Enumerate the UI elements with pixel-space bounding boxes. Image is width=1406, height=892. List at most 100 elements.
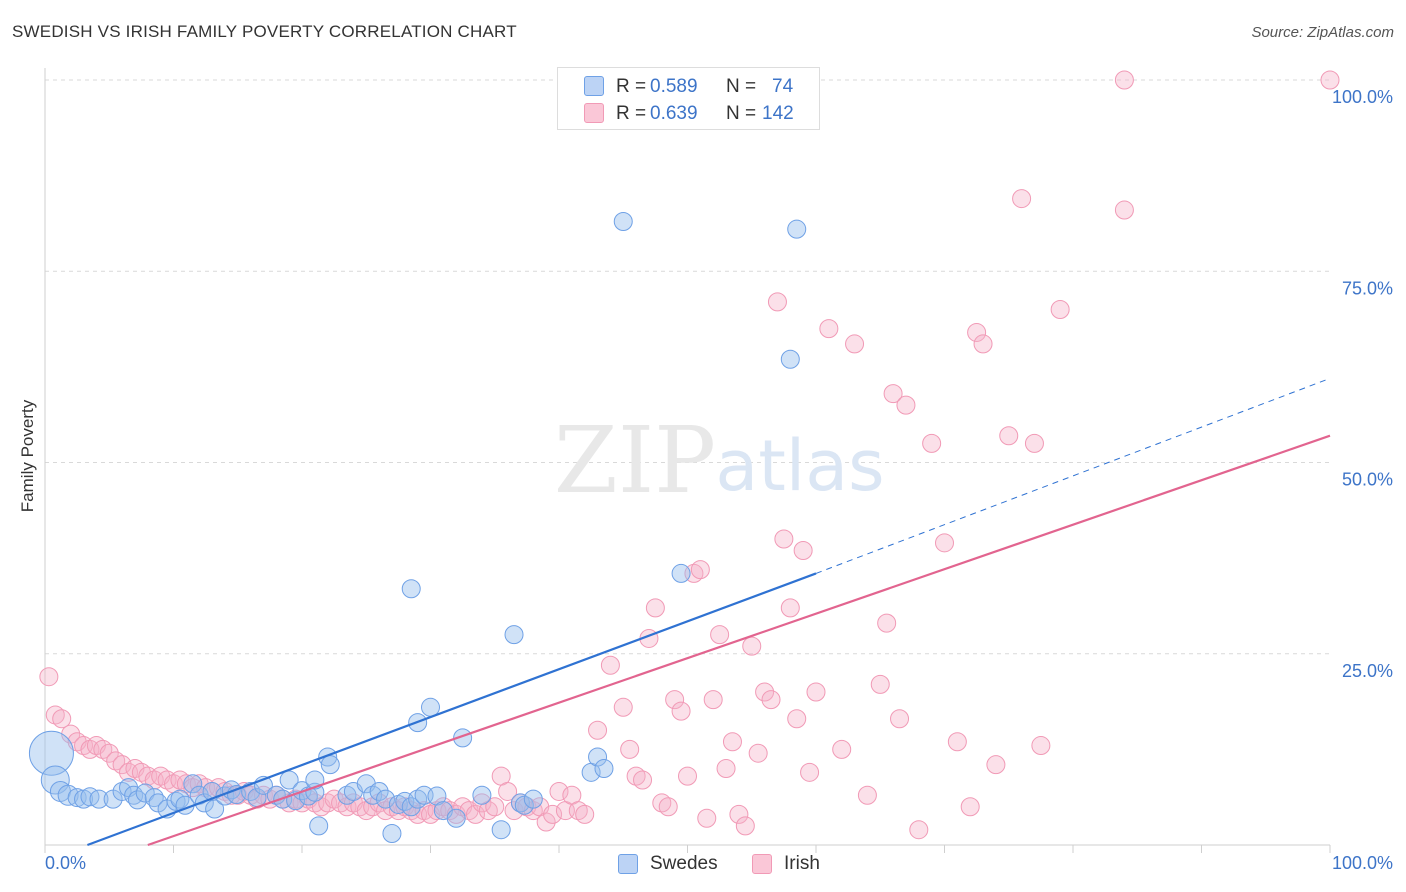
data-point <box>735 816 755 836</box>
x-tick-label-max: 100.0% <box>1332 853 1393 873</box>
data-point <box>890 709 910 729</box>
watermark: ZIP atlas <box>554 407 885 514</box>
series-legend: Swedes Irish <box>0 852 1406 878</box>
data-point <box>780 349 800 369</box>
tick-labels: 25.0% 50.0% 75.0% 100.0% 0.0% 100.0% <box>45 87 1393 873</box>
data-point <box>309 816 329 836</box>
data-point <box>832 739 852 759</box>
data-point <box>112 755 132 775</box>
data-point <box>986 755 1006 775</box>
data-point <box>716 759 736 778</box>
chart-title: SWEDISH VS IRISH FAMILY POVERTY CORRELAT… <box>12 22 517 41</box>
data-point <box>787 219 807 239</box>
data-point <box>52 709 72 729</box>
data-point <box>787 709 807 729</box>
swatch-swedes <box>584 76 604 96</box>
r-value: 0.639 <box>650 103 698 124</box>
data-point <box>183 774 203 794</box>
data-point <box>382 824 402 844</box>
data-point <box>498 781 518 801</box>
legend-label-irish: Irish <box>784 853 820 874</box>
data-point <box>967 322 987 342</box>
data-point <box>658 797 678 817</box>
data-point <box>536 812 556 832</box>
trend-line-swedes-extension <box>815 377 1331 574</box>
data-point <box>504 801 524 821</box>
data-point <box>748 743 768 763</box>
data-point <box>1050 300 1070 319</box>
data-point <box>600 655 620 675</box>
data-point <box>697 808 717 828</box>
stats-row-swedes: R = 0.589 N = 74 <box>558 74 819 100</box>
data-point <box>742 636 762 656</box>
r-value: 0.589 <box>650 76 698 97</box>
data-point <box>588 747 608 767</box>
data-point <box>896 395 916 415</box>
data-point <box>369 781 389 801</box>
data-point <box>135 783 155 803</box>
data-point <box>588 720 608 740</box>
data-point <box>1114 70 1134 90</box>
data-point <box>690 560 710 580</box>
data-point <box>780 598 800 618</box>
y-tick-label: 75.0% <box>1342 278 1393 298</box>
data-point <box>472 793 492 813</box>
data-point <box>671 563 691 583</box>
data-point <box>594 759 614 778</box>
data-point <box>194 793 214 813</box>
data-point <box>800 762 820 782</box>
data-point <box>1012 189 1032 209</box>
data-point <box>767 292 787 312</box>
data-point <box>1031 736 1051 756</box>
data-point <box>671 701 691 721</box>
data-point <box>620 739 640 759</box>
data-point <box>465 804 485 824</box>
data-point <box>376 789 396 809</box>
legend-label-swedes: Swedes <box>650 853 718 874</box>
x-tick-label-min: 0.0% <box>45 853 86 873</box>
data-point <box>401 797 421 817</box>
data-point <box>472 785 492 805</box>
data-point <box>793 540 813 560</box>
data-point <box>774 529 794 549</box>
y-tick-label: 25.0% <box>1342 661 1393 681</box>
data-point <box>857 785 877 805</box>
data-point <box>613 697 633 717</box>
data-point <box>755 682 775 702</box>
data-point <box>973 334 993 354</box>
data-point <box>401 579 421 599</box>
r-label: R = <box>616 76 647 97</box>
data-point <box>665 690 685 710</box>
data-point <box>909 820 929 840</box>
data-point <box>549 781 569 801</box>
trend-line-irish <box>147 434 1331 847</box>
r-label: R = <box>616 103 647 124</box>
data-point <box>806 682 826 702</box>
swatch-irish <box>584 103 604 123</box>
data-point <box>999 426 1019 446</box>
data-point <box>318 747 338 767</box>
data-point <box>446 808 466 828</box>
n-label: N = <box>726 103 757 124</box>
data-point <box>28 730 74 776</box>
stats-legend: R = 0.589 N = 74 R = 0.639 N = 142 <box>557 67 820 130</box>
data-point <box>205 799 225 819</box>
data-point <box>170 789 190 809</box>
data-point <box>39 667 59 687</box>
data-point <box>633 770 653 790</box>
watermark-zip: ZIP <box>554 407 716 514</box>
data-point <box>144 788 164 808</box>
axes <box>44 68 1331 853</box>
swatch-swedes <box>618 854 638 874</box>
n-label: N = <box>726 76 757 97</box>
n-value: 74 <box>772 76 794 97</box>
y-tick-label: 50.0% <box>1342 470 1393 490</box>
data-point <box>678 766 697 786</box>
data-point <box>947 732 967 752</box>
data-point <box>613 212 633 232</box>
data-point <box>1024 433 1044 453</box>
data-point <box>935 533 954 553</box>
trend-line-swedes <box>87 572 817 847</box>
data-point <box>819 319 839 339</box>
